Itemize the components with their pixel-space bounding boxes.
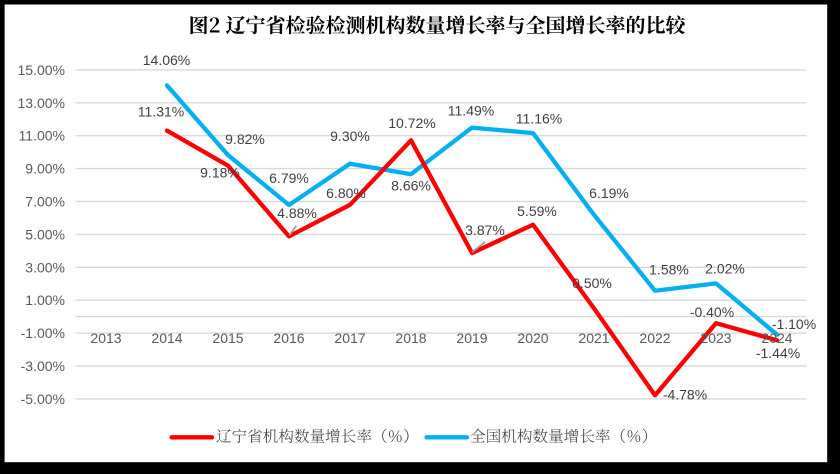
svg-text:11.16%: 11.16%	[516, 111, 562, 127]
svg-text:5.59%: 5.59%	[517, 203, 557, 219]
svg-text:2014: 2014	[151, 330, 182, 346]
svg-text:2016: 2016	[273, 330, 304, 346]
svg-text:2019: 2019	[456, 330, 487, 346]
svg-text:6.79%: 6.79%	[269, 170, 309, 186]
svg-text:11.00%: 11.00%	[19, 128, 65, 144]
svg-text:2023: 2023	[700, 330, 731, 346]
svg-text:9.82%: 9.82%	[225, 131, 265, 147]
svg-text:2018: 2018	[395, 330, 426, 346]
svg-text:-1.44%: -1.44%	[756, 345, 800, 361]
svg-text:-0.40%: -0.40%	[690, 304, 734, 320]
svg-text:9.18%: 9.18%	[200, 165, 240, 181]
svg-text:3.87%: 3.87%	[465, 222, 505, 238]
svg-text:13.00%: 13.00%	[18, 95, 65, 111]
svg-text:8.66%: 8.66%	[391, 178, 431, 194]
svg-text:0.50%: 0.50%	[572, 275, 612, 291]
svg-text:5.00%: 5.00%	[25, 226, 65, 242]
svg-text:2020: 2020	[517, 330, 548, 346]
svg-text:10.72%: 10.72%	[388, 115, 435, 131]
svg-text:2017: 2017	[334, 330, 365, 346]
svg-text:4.88%: 4.88%	[277, 205, 317, 221]
svg-text:-5.00%: -5.00%	[21, 391, 65, 407]
svg-text:6.19%: 6.19%	[589, 185, 629, 201]
svg-text:-4.78%: -4.78%	[663, 387, 707, 403]
svg-text:-1.00%: -1.00%	[21, 325, 65, 341]
svg-text:-1.10%: -1.10%	[772, 316, 816, 332]
svg-text:11.49%: 11.49%	[448, 103, 494, 119]
svg-text:2024: 2024	[761, 330, 792, 346]
svg-text:15.00%: 15.00%	[18, 62, 65, 78]
svg-text:2021: 2021	[578, 330, 609, 346]
svg-text:7.00%: 7.00%	[25, 194, 65, 210]
svg-text:1.00%: 1.00%	[25, 292, 65, 308]
svg-text:1.58%: 1.58%	[649, 262, 689, 278]
svg-text:-3.00%: -3.00%	[21, 358, 65, 374]
svg-text:2022: 2022	[639, 330, 670, 346]
svg-text:2015: 2015	[212, 330, 243, 346]
svg-text:9.30%: 9.30%	[330, 128, 370, 144]
svg-text:3.00%: 3.00%	[25, 259, 65, 275]
svg-text:2013: 2013	[90, 330, 121, 346]
svg-text:9.00%: 9.00%	[25, 161, 65, 177]
svg-text:11.31%: 11.31%	[138, 104, 184, 120]
svg-text:14.06%: 14.06%	[143, 52, 190, 68]
svg-text:6.80%: 6.80%	[326, 185, 366, 201]
svg-text:2.02%: 2.02%	[705, 261, 745, 277]
